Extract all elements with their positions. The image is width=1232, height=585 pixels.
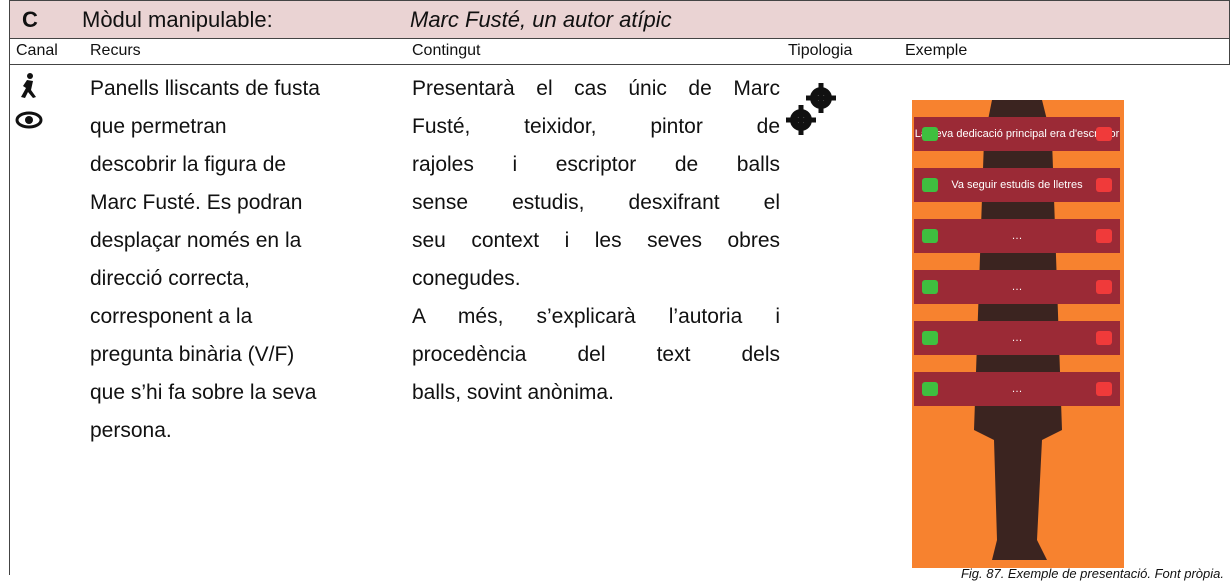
recurs-line: persona. xyxy=(90,419,172,442)
panel: … xyxy=(914,372,1120,406)
arrow-icon xyxy=(1096,229,1112,243)
arrow-icon xyxy=(1096,280,1112,294)
recurs-line: descobrir la figura de xyxy=(90,153,287,176)
arrow-icon xyxy=(922,229,938,243)
border xyxy=(9,0,10,575)
column-header: Recurs xyxy=(90,42,141,59)
icons xyxy=(15,73,43,129)
panel: … xyxy=(914,270,1120,304)
recurs-line: pregunta binària (V/F) xyxy=(90,343,295,366)
panel-text: La seva dedicació principal era d'escrip… xyxy=(914,128,1120,140)
panel-text: … xyxy=(1011,332,1023,344)
recurs-line: que s’hi fa sobre la seva xyxy=(90,381,317,404)
panel: Va seguir estudis de lletres xyxy=(914,168,1120,202)
contingut-line: Presentarà el cas únic de Marc xyxy=(412,77,780,100)
contingut-line: sense estudis, desxifrant el xyxy=(412,191,780,214)
arrow-icon xyxy=(922,280,938,294)
border xyxy=(1229,0,1230,65)
panel-text: … xyxy=(1011,230,1023,242)
contingut-line: balls, sovint anònima. xyxy=(412,381,614,404)
arrow-icon xyxy=(922,127,938,141)
arrow-icon xyxy=(1096,178,1112,192)
border xyxy=(9,0,1230,1)
panel-text: Va seguir estudis de lletres xyxy=(951,179,1083,191)
recurs-line: Marc Fusté. Es podran xyxy=(90,191,303,214)
header-bg xyxy=(9,0,1230,38)
contingut-line: seu context i les seves obres xyxy=(412,229,780,252)
recurs-line: Panells lliscants de fusta xyxy=(90,77,320,100)
column-header: Tipologia xyxy=(788,42,853,59)
border xyxy=(9,64,1230,65)
module-type: Mòdul manipulable: xyxy=(82,7,273,32)
contingut-line: procedència del text dels xyxy=(412,343,780,366)
arrow-icon xyxy=(1096,382,1112,396)
module-title: Marc Fusté, un autor atípic xyxy=(410,7,672,32)
runner-icon xyxy=(21,73,36,98)
panel: La seva dedicació principal era d'escrip… xyxy=(914,117,1120,151)
recurs-line: desplaçar només en la xyxy=(90,229,302,252)
contingut-line: rajoles i escriptor de balls xyxy=(412,153,780,176)
arrow-icon xyxy=(1096,127,1112,141)
arrow-icon xyxy=(922,382,938,396)
arrow-icon xyxy=(922,331,938,345)
border xyxy=(9,38,1230,39)
column-header: Exemple xyxy=(905,42,968,59)
column-header: Canal xyxy=(16,42,58,59)
panel-text: … xyxy=(1011,281,1023,293)
eye-icon xyxy=(15,111,43,129)
panel: … xyxy=(914,219,1120,253)
recurs-line: que permetran xyxy=(90,115,227,138)
caption: Fig. 87. Exemple de presentació. Font pr… xyxy=(960,566,1224,581)
column-header: Contingut xyxy=(412,42,481,59)
contingut-line: A més, s’explicarà l’autoria i xyxy=(412,305,780,328)
recurs-line: direcció correcta, xyxy=(90,267,250,290)
gears-icon xyxy=(786,83,836,135)
contingut-line: conegudes. xyxy=(412,267,521,290)
recurs-line: corresponent a la xyxy=(90,305,253,328)
panel: … xyxy=(914,321,1120,355)
module-label: C xyxy=(22,7,38,32)
contingut-line: Fusté, teixidor, pintor de xyxy=(412,115,780,138)
arrow-icon xyxy=(922,178,938,192)
panel-text: … xyxy=(1011,383,1023,395)
arrow-icon xyxy=(1096,331,1112,345)
